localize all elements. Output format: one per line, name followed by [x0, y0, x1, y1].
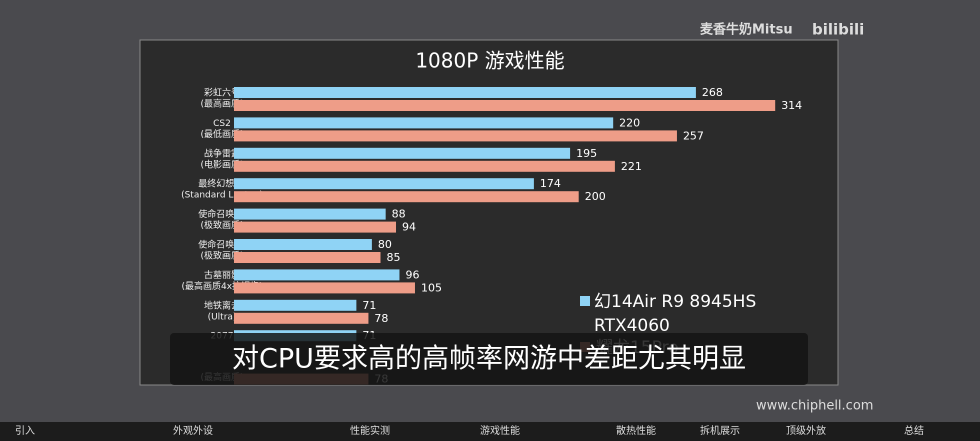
value-label: 78 [374, 312, 388, 325]
category-label: (最低画质) [200, 128, 243, 140]
category-label: CS2 [213, 119, 231, 129]
value-label: 268 [702, 86, 723, 99]
logo-watermark: bilibili [812, 21, 864, 39]
bar [234, 160, 615, 172]
value-label: 96 [405, 268, 419, 281]
bar [234, 312, 369, 324]
value-label: 221 [621, 160, 642, 173]
value-label: 80 [378, 238, 392, 251]
author-watermark: 麦香牛奶Mitsu [700, 22, 793, 38]
bar [234, 178, 534, 190]
value-label: 195 [576, 147, 597, 160]
bar [234, 221, 397, 233]
value-label: 257 [683, 129, 704, 142]
legend-label: 幻14Air R9 8945HS RTX4060 [594, 292, 757, 336]
bar [234, 299, 357, 311]
bar [234, 147, 571, 159]
category-label: (极致画质) [200, 250, 243, 262]
value-label: 200 [585, 190, 606, 203]
value-label: 314 [781, 99, 802, 112]
caption-box [170, 333, 808, 385]
bars: 彩虹六号(最高画质) 268 314 CS2(最低画质) 220 257 战争雷霆(电影画质… [181, 86, 802, 386]
category-label: (最高画质) [200, 98, 243, 110]
nav-bar [0, 422, 980, 441]
nav-item[interactable]: 外观外设 [173, 425, 213, 437]
category-label: (电影画质) [200, 158, 243, 170]
category-label: (Standard Laptop) [181, 191, 263, 201]
nav-item[interactable]: 拆机展示 [700, 424, 740, 437]
category-label: 地铁离去 [204, 299, 240, 311]
bar [234, 208, 386, 220]
caption: 对CPU要求高的高帧率网游中差距尤其明显 [232, 344, 746, 375]
category-label: (极致画质) [200, 219, 243, 231]
nav-item[interactable]: 性能实测 [350, 424, 390, 437]
nav: 引入 外观外设 性能实测 游戏性能 散热性能 拆机展示 顶级外放 总结 [15, 424, 924, 437]
bar [234, 239, 372, 250]
bar [234, 117, 614, 129]
value-label: 220 [619, 116, 640, 129]
chart-title: 1080P 游戏性能 [415, 49, 564, 73]
value-label: 174 [540, 177, 561, 190]
bar [234, 87, 696, 98]
value-label: 105 [421, 281, 442, 294]
value-label: 85 [387, 251, 401, 264]
value-label: 94 [402, 221, 416, 234]
category-label: 古墓丽影 [204, 269, 240, 281]
nav-item[interactable]: 引入 [15, 425, 35, 437]
category-label: 彩虹六号 [204, 87, 240, 99]
nav-item[interactable]: 散热性能 [616, 424, 656, 437]
nav-item[interactable]: 游戏性能 [480, 424, 520, 437]
bar [234, 282, 415, 294]
bar [234, 252, 381, 263]
site-watermark: www.chiphell.com [756, 399, 873, 414]
bar [234, 130, 677, 142]
bar [234, 100, 776, 111]
legend-swatch [580, 296, 590, 306]
bar [234, 191, 579, 203]
bar [234, 269, 400, 281]
value-label: 88 [392, 208, 406, 221]
category-label: (Ultra) [208, 312, 237, 322]
value-label: 71 [362, 299, 376, 312]
nav-item[interactable]: 顶级外放 [786, 424, 826, 437]
category-label: 战争雷霆 [204, 147, 240, 159]
nav-item[interactable]: 总结 [904, 424, 924, 437]
